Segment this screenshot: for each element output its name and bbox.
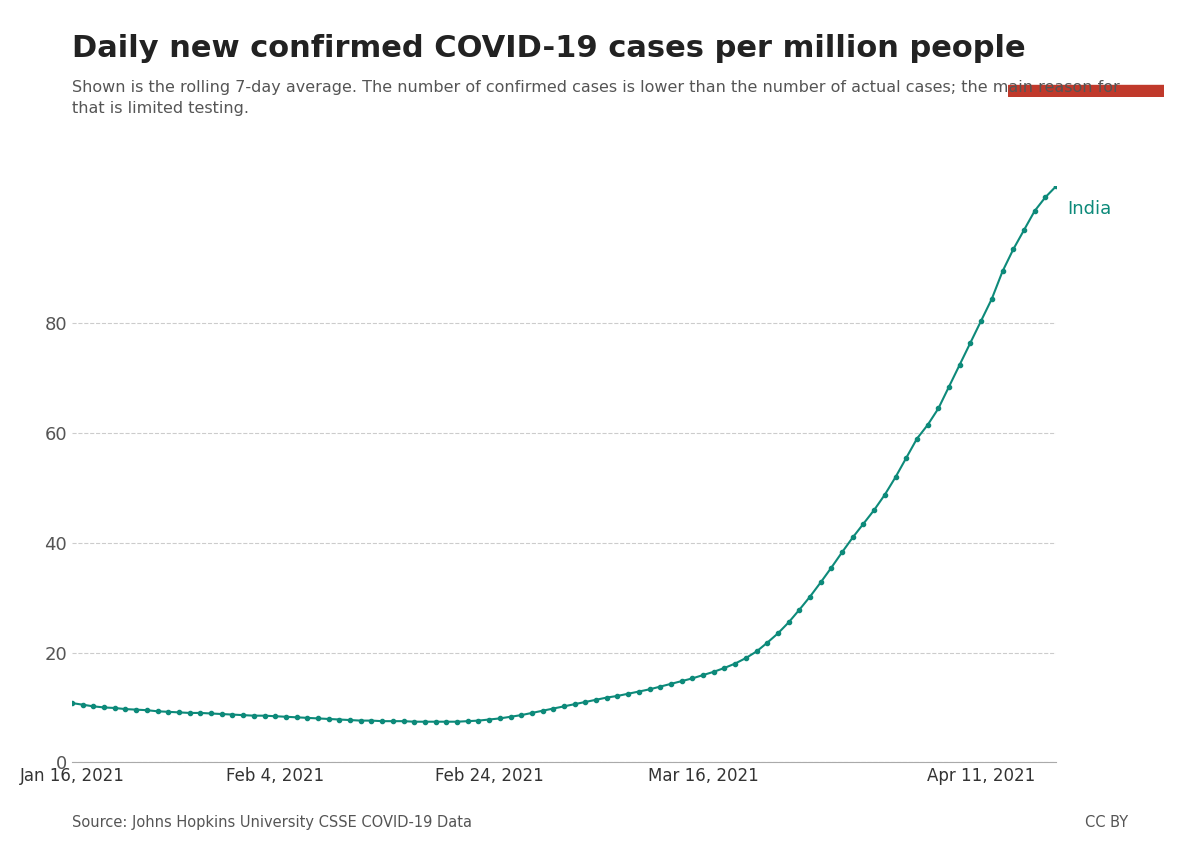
FancyArrow shape <box>1008 85 1164 96</box>
Text: Our World: Our World <box>1043 35 1129 50</box>
Text: India: India <box>1067 200 1111 219</box>
Text: Shown is the rolling 7-day average. The number of confirmed cases is lower than : Shown is the rolling 7-day average. The … <box>72 80 1120 117</box>
Text: in Data: in Data <box>1055 60 1117 75</box>
Text: Source: Johns Hopkins University CSSE COVID-19 Data: Source: Johns Hopkins University CSSE CO… <box>72 815 472 830</box>
Text: CC BY: CC BY <box>1085 815 1128 830</box>
Text: Daily new confirmed COVID-19 cases per million people: Daily new confirmed COVID-19 cases per m… <box>72 34 1026 63</box>
